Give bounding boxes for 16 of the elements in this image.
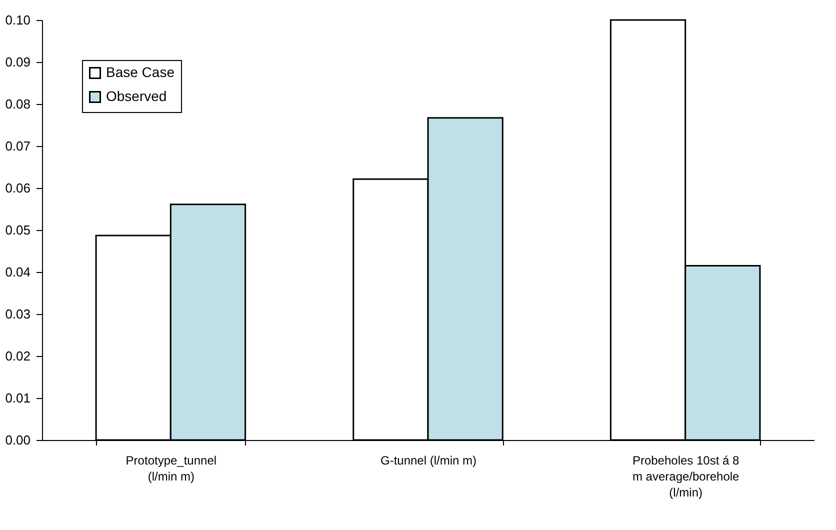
y-tick-label: 0.09: [5, 54, 30, 70]
legend-label: Observed: [106, 88, 167, 104]
y-tick-label: 0.07: [5, 138, 30, 154]
y-tick-label: 0.02: [5, 348, 30, 364]
legend-label: Base Case: [106, 64, 175, 80]
y-tick-label: 0.06: [5, 180, 30, 196]
y-tick-label: 0.04: [5, 264, 30, 280]
y-tick-label: 0.08: [5, 96, 30, 112]
y-tick-label: 0.10: [5, 12, 30, 28]
x-tick-label: Prototype_tunnel (l/min m): [126, 454, 217, 484]
x-tick-label: Probeholes 10st á 8 m average/borehole (l/min): [632, 454, 740, 500]
y-tick-label: 0.05: [5, 222, 30, 238]
y-tick-label: 0.03: [5, 306, 30, 322]
y-tick-label: 0.01: [5, 390, 30, 406]
y-tick-label: 0.00: [5, 432, 30, 448]
x-tick-label: G-tunnel (l/min m): [380, 454, 477, 468]
